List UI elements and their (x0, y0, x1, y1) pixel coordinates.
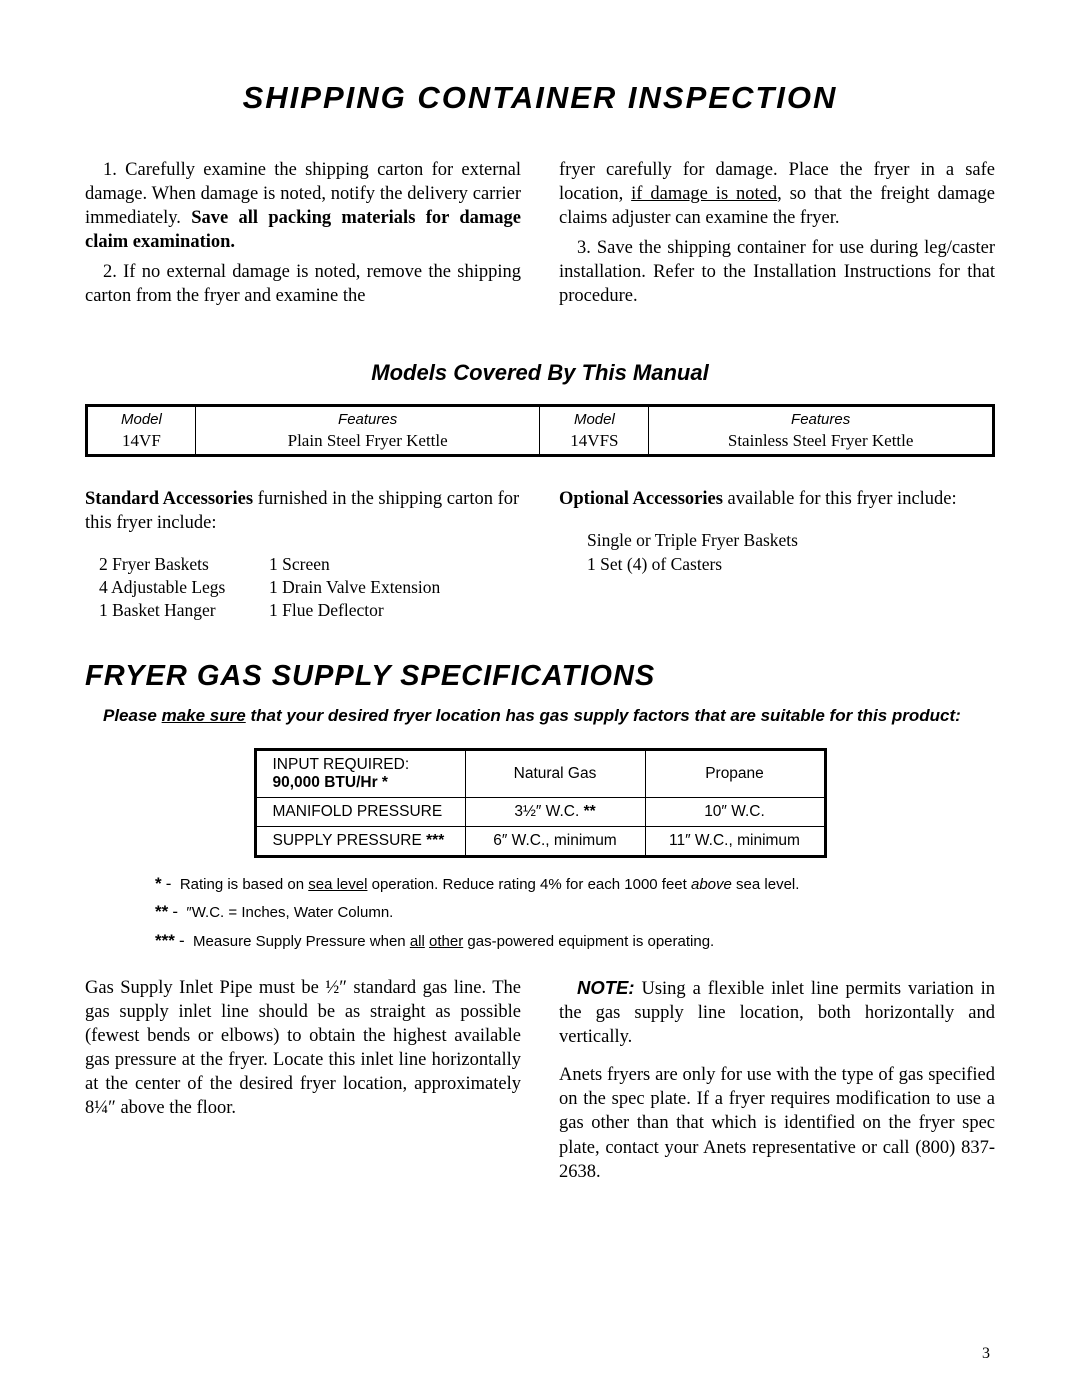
models-cell: 14VFS (540, 428, 649, 456)
std-list-col1: 2 Fryer Baskets 4 Adjustable Legs 1 Bask… (99, 553, 269, 621)
gas-table: INPUT REQUIRED: 90,000 BTU/Hr * Natural … (254, 748, 827, 858)
models-subtitle: Models Covered By This Manual (85, 360, 995, 386)
input-req-1: INPUT REQUIRED: (273, 756, 410, 773)
manifold-label: MANIFOLD PRESSURE (255, 797, 465, 826)
models-hdr-model-1: Model (87, 406, 196, 429)
gas-section-title: FRYER GAS SUPPLY SPECIFICATIONS (85, 660, 995, 693)
footnote-1: * - Rating is based on sea level operati… (155, 870, 995, 899)
intro-u: make sure (162, 706, 246, 725)
page-number: 3 (982, 1345, 990, 1363)
f3b: gas-powered equipment is operating. (463, 933, 714, 950)
inspection-columns: 1. Carefully examine the shipping carton… (85, 158, 995, 314)
models-cell: Plain Steel Fryer Kettle (195, 428, 540, 456)
opt-intro: Optional Accessories available for this … (559, 487, 995, 511)
list-item: 4 Adjustable Legs (99, 576, 269, 599)
gas-bottom-right: NOTE: Using a flexible inlet line permit… (559, 976, 995, 1183)
std-intro: Standard Accessories furnished in the sh… (85, 487, 521, 535)
manifold-prop: 10″ W.C. (645, 797, 825, 826)
val: 3½″ W.C. (514, 803, 579, 820)
gas-note: NOTE: Using a flexible inlet line permit… (559, 976, 995, 1049)
f1u: sea level (308, 876, 367, 893)
f2: ″W.C. = Inches, Water Column. (186, 904, 393, 921)
inspection-p2-right: fryer carefully for damage. Place the fr… (559, 158, 995, 230)
std-list-col2: 1 Screen 1 Drain Valve Extension 1 Flue … (269, 553, 440, 621)
models-hdr-model-2: Model (540, 406, 649, 429)
propane-hdr: Propane (645, 749, 825, 797)
list-item: 1 Basket Hanger (99, 599, 269, 622)
standard-accessories: Standard Accessories furnished in the sh… (85, 487, 521, 621)
opt-list: Single or Triple Fryer Baskets 1 Set (4)… (587, 529, 995, 576)
gas-bottom-left: Gas Supply Inlet Pipe must be ½″ standar… (85, 976, 521, 1183)
supply-label: SUPPLY PRESSURE *** (255, 826, 465, 856)
footnote-2: ** - ″W.C. = Inches, Water Column. (155, 898, 995, 927)
inspection-p1: 1. Carefully examine the shipping carton… (85, 158, 521, 254)
models-hdr-features-2: Features (649, 406, 994, 429)
optional-accessories: Optional Accessories available for this … (559, 487, 995, 621)
page-title: SHIPPING CONTAINER INSPECTION (85, 80, 995, 116)
gas-intro: Please make sure that your desired fryer… (103, 705, 995, 728)
footnotes: * - Rating is based on sea level operati… (155, 870, 995, 957)
supply-prop: 11″ W.C., minimum (645, 826, 825, 856)
list-item: 2 Fryer Baskets (99, 553, 269, 576)
f1c: sea level. (732, 876, 800, 893)
gas-inlet-text: Gas Supply Inlet Pipe must be ½″ standar… (85, 976, 521, 1120)
models-cell: 14VF (87, 428, 196, 456)
list-item: 1 Flue Deflector (269, 599, 440, 622)
f1b: operation. Reduce rating 4% for each 100… (367, 876, 691, 893)
gas-anets-text: Anets fryers are only for use with the t… (559, 1063, 995, 1183)
list-item: 1 Drain Valve Extension (269, 576, 440, 599)
list-item: Single or Triple Fryer Baskets (587, 529, 995, 553)
val: SUPPLY PRESSURE (273, 832, 422, 849)
input-required-cell: INPUT REQUIRED: 90,000 BTU/Hr * (255, 749, 465, 797)
models-cell: Stainless Steel Fryer Kettle (649, 428, 994, 456)
f1a: Rating is based on (180, 876, 308, 893)
opt-bold: Optional Accessories (559, 489, 723, 509)
f3a: Measure Supply Pressure when (193, 933, 410, 950)
inspection-col-left: 1. Carefully examine the shipping carton… (85, 158, 521, 314)
opt-text: available for this fryer include: (723, 489, 957, 509)
list-item: 1 Screen (269, 553, 440, 576)
note-label: NOTE: (577, 977, 635, 998)
std-bold: Standard Accessories (85, 489, 253, 509)
p2r-u: if damage is noted (631, 184, 777, 204)
gas-bottom-columns: Gas Supply Inlet Pipe must be ½″ standar… (85, 976, 995, 1183)
f3u2: other (429, 933, 463, 950)
inspection-p3: 3. Save the shipping container for use d… (559, 236, 995, 308)
accessories-row: Standard Accessories furnished in the sh… (85, 487, 995, 621)
models-hdr-features-1: Features (195, 406, 540, 429)
std-list: 2 Fryer Baskets 4 Adjustable Legs 1 Bask… (99, 553, 521, 621)
footnote-3: *** - Measure Supply Pressure when all o… (155, 927, 995, 956)
inspection-p2-left: 2. If no external damage is noted, remov… (85, 260, 521, 308)
input-req-2: 90,000 BTU/Hr (273, 774, 378, 791)
natural-gas-hdr: Natural Gas (465, 749, 645, 797)
inspection-col-right: fryer carefully for damage. Place the fr… (559, 158, 995, 314)
intro-b: that your desired fryer location has gas… (246, 706, 961, 725)
intro-a: Please (103, 706, 162, 725)
models-table: Model Features Model Features 14VF Plain… (85, 404, 995, 457)
f1i: above (691, 876, 732, 893)
supply-nat: 6″ W.C., minimum (465, 826, 645, 856)
list-item: 1 Set (4) of Casters (587, 553, 995, 577)
f3u1: all (410, 933, 425, 950)
manifold-nat: 3½″ W.C. ** (465, 797, 645, 826)
